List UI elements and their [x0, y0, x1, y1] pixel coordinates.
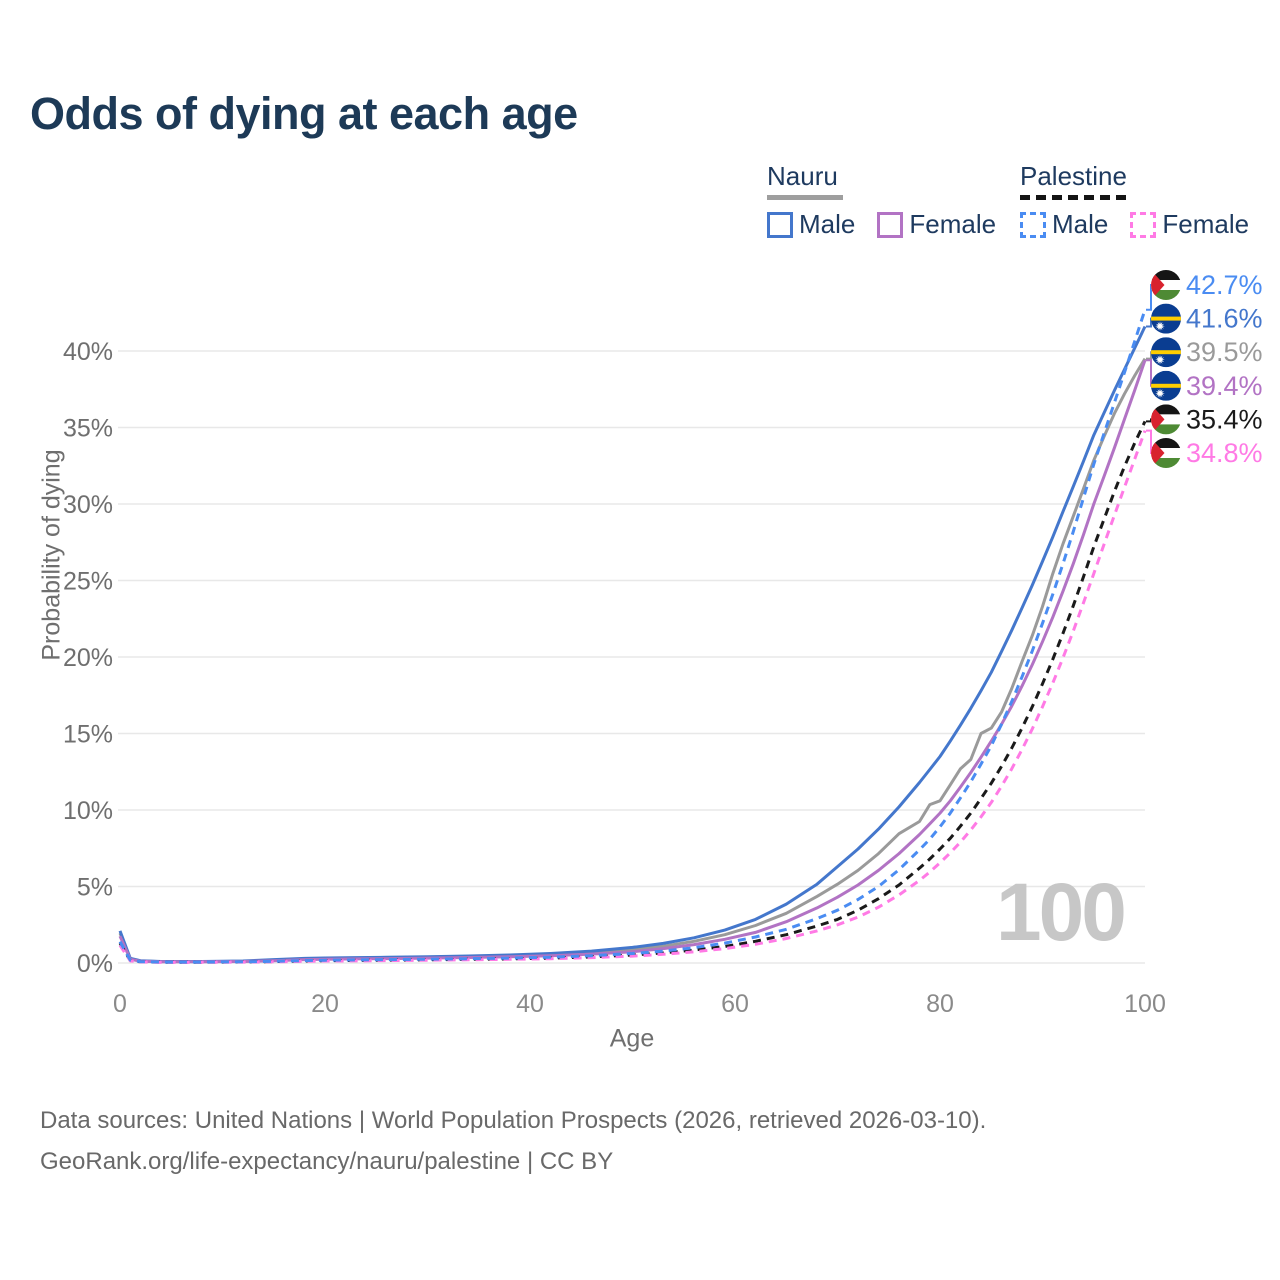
legend-group-palestine: Palestine Male Female: [1020, 161, 1249, 240]
palestine-male-swatch-icon: [1020, 211, 1046, 238]
y-tick-label: 5%: [77, 874, 113, 902]
age-counter-watermark: 100: [996, 867, 1127, 958]
x-tick-label: 80: [926, 990, 954, 1018]
end-value-label: 39.4%: [1186, 371, 1263, 401]
y-tick-label: 25%: [63, 568, 113, 596]
attribution-text: GeoRank.org/life-expectancy/nauru/palest…: [40, 1148, 614, 1175]
y-tick-label: 0%: [77, 950, 113, 978]
series-line-palestine[interactable]: [118, 420, 1147, 964]
legend-item-label: Male: [799, 209, 856, 239]
y-tick-label: 15%: [63, 721, 113, 749]
palestine-flag-icon: [1151, 270, 1181, 300]
palestine-female-swatch-icon: [1130, 211, 1157, 238]
nauru-flag-icon: [1151, 303, 1181, 334]
end-value-label: 39.5%: [1186, 337, 1263, 367]
legend-item-nauru-female[interactable]: Female: [877, 209, 996, 240]
palestine-line-style-sample: [1020, 195, 1126, 200]
end-value-label: 41.6%: [1186, 304, 1263, 334]
x-tick-label: 20: [311, 990, 339, 1018]
nauru-female-swatch-icon: [877, 211, 904, 238]
y-tick-label: 40%: [63, 338, 113, 366]
legend-item-label: Male: [1052, 209, 1109, 239]
chart-footer: Data sources: United Nations | World Pop…: [40, 1100, 986, 1182]
legend-item-palestine-male[interactable]: Male: [1020, 209, 1108, 240]
nauru-flag-icon: [1151, 337, 1181, 368]
legend-header-palestine-label: Palestine: [1020, 161, 1127, 191]
nauru-line-style-sample: [767, 195, 843, 200]
palestine-flag-icon: [1151, 438, 1181, 468]
series-line-nauru-female[interactable]: [118, 359, 1147, 964]
legend-header-palestine[interactable]: Palestine: [1020, 161, 1249, 200]
x-axis-title: Age: [609, 1024, 655, 1053]
y-tick-label: 35%: [63, 415, 113, 443]
y-tick-label: 20%: [63, 644, 113, 672]
legend-item-nauru-male[interactable]: Male: [767, 209, 855, 240]
plot-area[interactable]: [118, 278, 1148, 965]
legend-header-nauru-label: Nauru: [767, 161, 838, 191]
legend-item-palestine-female[interactable]: Female: [1130, 209, 1249, 240]
y-tick-label: 30%: [63, 491, 113, 519]
nauru-male-swatch-icon: [767, 211, 793, 238]
end-value-label: 34.8%: [1186, 438, 1263, 468]
y-tick-label: 10%: [63, 797, 113, 825]
nauru-flag-icon: [1151, 370, 1181, 401]
palestine-flag-icon: [1151, 404, 1181, 435]
x-tick-label: 60: [721, 990, 749, 1018]
y-axis-title: Probability of dying: [37, 449, 66, 661]
x-tick-label: 40: [516, 990, 544, 1018]
x-tick-label: 0: [113, 990, 127, 1018]
legend-item-label: Female: [1162, 209, 1250, 239]
data-sources-text: Data sources: United Nations | World Pop…: [40, 1107, 987, 1134]
legend-header-nauru[interactable]: Nauru: [767, 161, 996, 200]
x-tick-label: 100: [1124, 990, 1166, 1018]
end-value-label: 42.7%: [1186, 270, 1263, 300]
legend-item-label: Female: [909, 209, 997, 239]
series-line-palestine-male[interactable]: [118, 309, 1147, 964]
legend-group-nauru: Nauru Male Female: [767, 161, 996, 240]
page-title: Odds of dying at each age: [30, 88, 578, 139]
end-value-label: 35.4%: [1186, 404, 1263, 434]
